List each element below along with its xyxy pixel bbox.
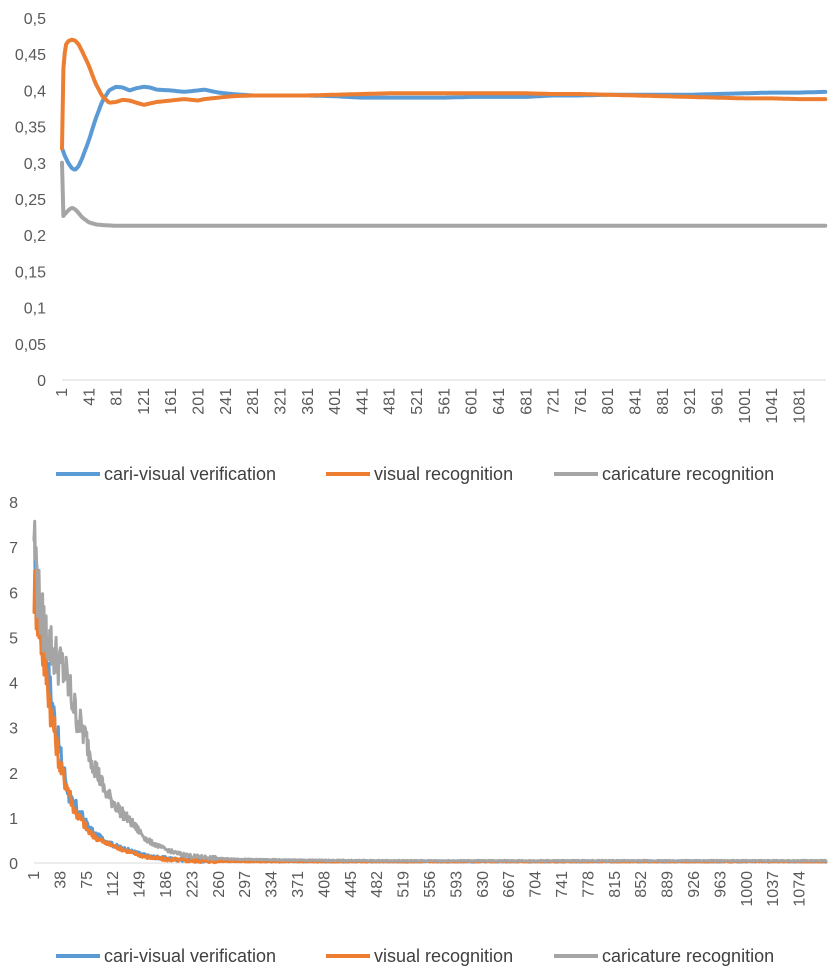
chart-1-y-tick-label: 0,05 — [15, 337, 46, 354]
chart-2-y-tick-label: 6 — [9, 585, 18, 602]
chart-1-y-tick-label: 0,35 — [15, 120, 46, 137]
chart-2-series-line — [32, 535, 828, 864]
chart-2-x-tick-label: 408 — [316, 871, 333, 898]
chart-2-x-tick-label: 778 — [580, 871, 597, 898]
chart-2-x-tick-label: 1037 — [765, 871, 782, 907]
chart-2-x-tick-label: 926 — [686, 871, 703, 898]
chart-1-y-tick-label: 0,5 — [24, 11, 46, 28]
chart-2-x-tick-label: 260 — [211, 871, 228, 898]
chart-1-x-tick-label: 761 — [573, 388, 590, 415]
chart-2-y-tick-label: 7 — [9, 540, 18, 557]
chart-1-x-tick-label: 681 — [518, 388, 535, 415]
chart-1-x-tick-label: 641 — [491, 388, 508, 415]
chart-2-x-tick-label: 704 — [528, 871, 545, 898]
chart-2-x-tick-label: 630 — [475, 871, 492, 898]
chart-1-x-tick-label: 841 — [628, 388, 645, 415]
chart-2-legend-label: visual recognition — [374, 946, 513, 966]
chart-2-legend-label: cari-visual verification — [104, 946, 276, 966]
chart-2-y-tick-label: 0 — [9, 856, 18, 873]
chart-2-x-tick-label: 667 — [501, 871, 518, 898]
chart-1-x-tick-label: 881 — [655, 388, 672, 415]
chart-2-x-tick-label: 556 — [422, 871, 439, 898]
chart-1-y-tick-label: 0,45 — [15, 47, 46, 64]
chart-1-legend-label: caricature recognition — [602, 464, 774, 484]
chart-2-x-tick-label: 741 — [554, 871, 571, 898]
chart-1-x-tick-label: 961 — [709, 388, 726, 415]
chart-1-x-tick-label: 1081 — [791, 388, 808, 424]
chart-2-x-tick-label: 1 — [26, 871, 43, 880]
chart-1-x-tick-label: 81 — [109, 388, 126, 406]
chart-2-x-tick-label: 38 — [52, 871, 69, 889]
chart-2-x-tick-label: 112 — [105, 871, 122, 897]
chart-2-x-tick-label: 75 — [79, 871, 96, 889]
chart-2-legend-label: caricature recognition — [602, 946, 774, 966]
chart-2-x-tick-label: 482 — [369, 871, 386, 898]
chart-1-x-tick-label: 561 — [436, 388, 453, 415]
chart-1-x-tick-label: 241 — [218, 388, 235, 415]
chart-2-x-tick-label: 815 — [607, 871, 624, 898]
chart-1-x-tick-label: 521 — [409, 388, 426, 415]
chart-2-y-tick-label: 1 — [9, 811, 18, 828]
chart-2-x-tick-label: 186 — [158, 871, 175, 898]
chart-1-x-tick-label: 1001 — [737, 388, 754, 424]
chart-1-x-tick-label: 441 — [354, 388, 371, 415]
chart-1-x-tick-label: 721 — [546, 388, 563, 415]
chart-2-x-tick-label: 1000 — [739, 871, 756, 907]
chart-1-y-tick-label: 0,4 — [24, 83, 46, 100]
chart-1-legend-label: cari-visual verification — [104, 464, 276, 484]
chart-2-x-tick-label: 297 — [237, 871, 254, 898]
chart-1-y-tick-label: 0,15 — [15, 264, 46, 281]
chart-1-x-tick-label: 1041 — [764, 388, 781, 424]
chart-1-x-tick-label: 481 — [382, 388, 399, 415]
chart-2-x-tick-label: 334 — [264, 871, 281, 898]
chart-1-series-line — [60, 160, 828, 228]
chart-1-x-tick-label: 1 — [54, 388, 71, 397]
chart-1-x-tick-label: 321 — [272, 388, 289, 415]
chart-1-x-tick-label: 921 — [682, 388, 699, 415]
chart-1-y-tick-label: 0,2 — [24, 228, 46, 245]
chart-1-y-tick-label: 0,25 — [15, 192, 46, 209]
chart-1-y-tick-label: 0,3 — [24, 156, 46, 173]
chart-1-series-line — [60, 37, 828, 151]
chart-1-x-tick-label: 801 — [600, 388, 617, 415]
chart-2-x-tick-label: 519 — [396, 871, 413, 898]
chart-1-x-tick-label: 281 — [245, 388, 262, 415]
chart-2-x-tick-label: 223 — [184, 871, 201, 898]
chart-1-series-line — [60, 84, 828, 172]
chart-1-x-tick-label: 601 — [464, 388, 481, 415]
chart-1-svg: 0 0,05 0,1 0,15 0,2 0,25 0,3 0,35 0,4 0,45 0,5 1 41 8… — [15, 11, 828, 484]
chart-2-y-tick-label: 5 — [9, 630, 18, 647]
chart-2-y-tick-label: 2 — [9, 766, 18, 783]
chart-2-x-tick-label: 593 — [448, 871, 465, 898]
chart-2-y-tick-label: 4 — [9, 676, 18, 693]
chart-1-x-tick-label: 401 — [327, 388, 344, 415]
chart-2-x-tick-label: 371 — [290, 871, 307, 898]
chart-1-x-tick-label: 161 — [163, 388, 180, 415]
chart-2-series-line — [32, 519, 828, 863]
chart-2-x-tick-label: 889 — [660, 871, 677, 898]
chart-1-x-tick-label: 201 — [191, 388, 208, 415]
chart-1-y-tick-label: 0,1 — [24, 301, 46, 318]
chart-1-y-tick-label: 0 — [37, 373, 46, 390]
chart-2-y-tick-label: 3 — [9, 721, 18, 738]
chart-2-x-tick-label: 963 — [712, 871, 729, 898]
chart-2-x-tick-label: 1074 — [792, 871, 809, 907]
chart-2-series-line — [32, 569, 828, 865]
chart-1-legend-label: visual recognition — [374, 464, 513, 484]
chart-2-x-tick-label: 852 — [633, 871, 650, 898]
chart-1-x-tick-label: 121 — [136, 388, 153, 415]
chart-1-x-tick-label: 361 — [300, 388, 317, 415]
chart-2-x-tick-label: 149 — [132, 871, 149, 898]
chart-1-x-tick-label: 41 — [81, 388, 98, 406]
chart-2-y-tick-label: 8 — [9, 495, 18, 512]
chart-2-x-tick-label: 445 — [343, 871, 360, 898]
